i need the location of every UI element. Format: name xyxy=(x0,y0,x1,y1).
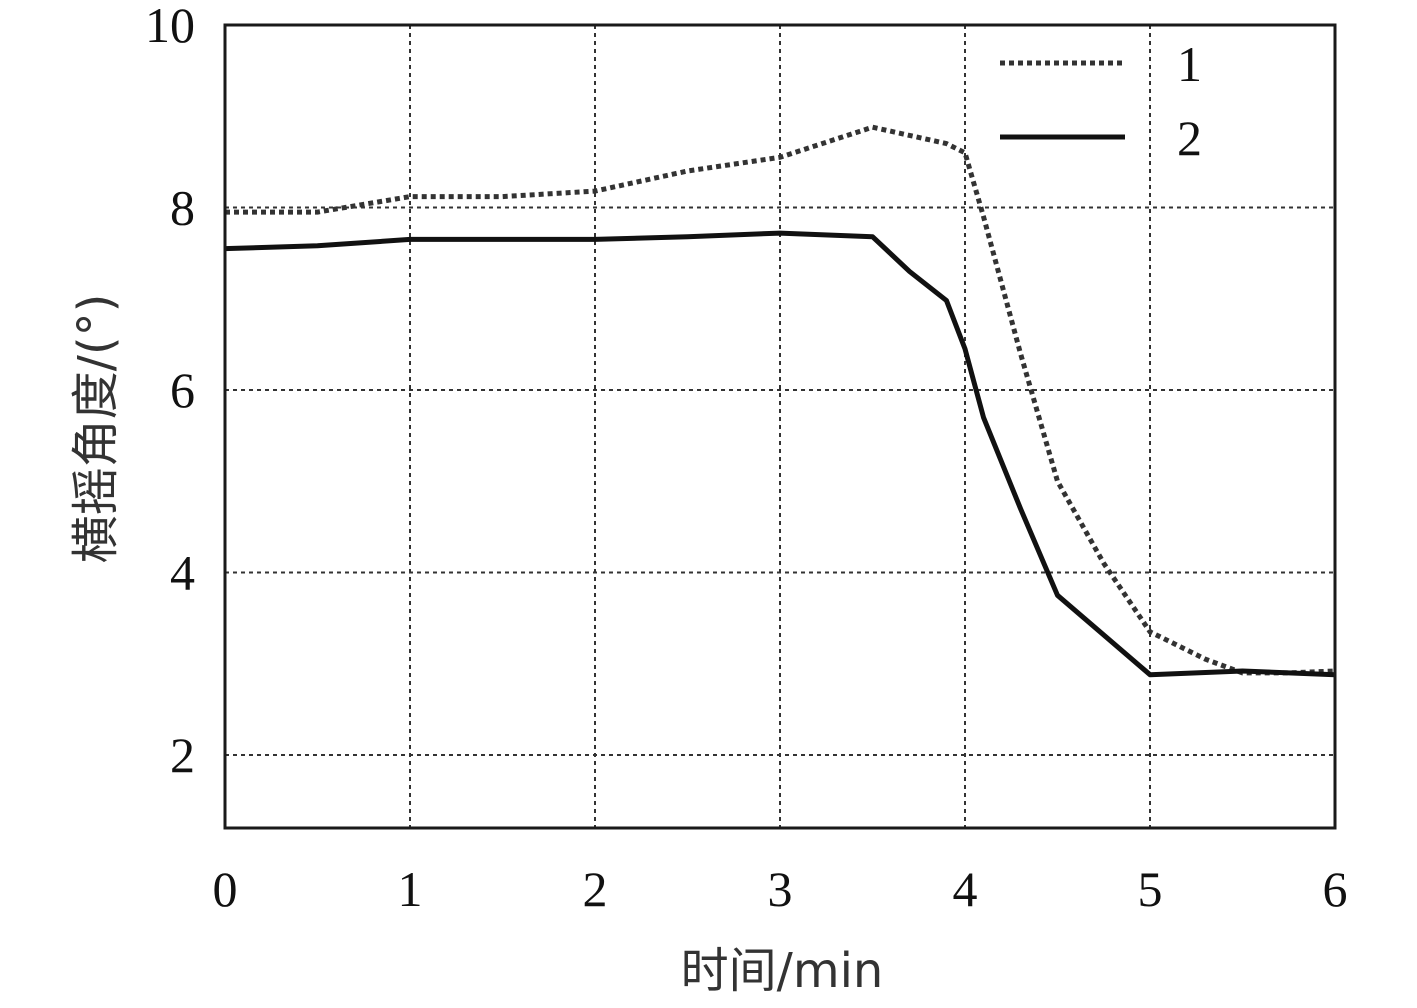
series-lines xyxy=(224,124,1336,678)
y-tick-label: 8 xyxy=(170,180,195,236)
y-tick-label: 6 xyxy=(170,362,195,418)
plot-frame xyxy=(223,23,1337,830)
y-tick-label: 10 xyxy=(145,0,195,53)
x-tick-label: 1 xyxy=(398,861,423,917)
x-tick-label: 4 xyxy=(953,861,978,917)
y-axis-title: 横摇角度/(°) xyxy=(68,294,124,564)
series-line-2 xyxy=(224,230,1336,678)
x-tick-label: 5 xyxy=(1138,861,1163,917)
legend-label-1: 1 xyxy=(1177,36,1202,92)
x-tick-label: 0 xyxy=(213,861,238,917)
x-tick-label: 3 xyxy=(768,861,793,917)
y-tick-label: 4 xyxy=(170,545,195,601)
grid-lines xyxy=(225,25,1335,828)
series-line-1 xyxy=(225,124,1336,676)
legend: 12 xyxy=(1000,36,1202,166)
x-tick-label: 6 xyxy=(1323,861,1348,917)
y-tick-label: 2 xyxy=(170,727,195,783)
x-tick-label: 2 xyxy=(583,861,608,917)
x-axis-title: 时间/min xyxy=(681,943,884,999)
legend-label-2: 2 xyxy=(1177,110,1202,166)
